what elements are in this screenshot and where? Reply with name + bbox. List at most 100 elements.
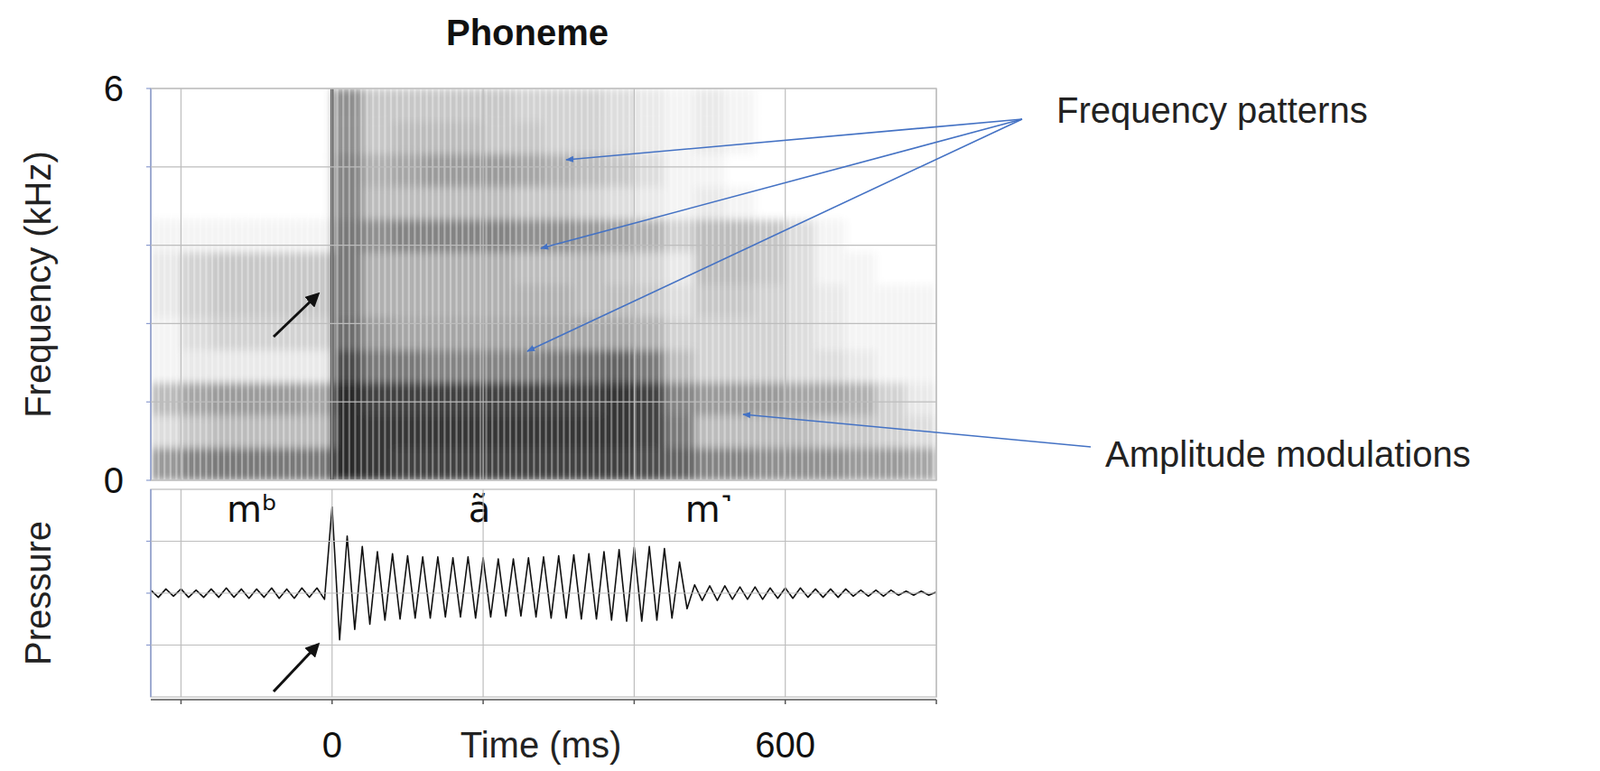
spectrogram-cell bbox=[725, 120, 756, 155]
striation bbox=[557, 88, 559, 481]
y-tick bbox=[146, 244, 151, 246]
striation bbox=[842, 88, 845, 481]
x-tick-label: 0 bbox=[322, 725, 343, 765]
spectrogram-cell bbox=[633, 219, 665, 253]
striation bbox=[294, 88, 297, 481]
striation bbox=[640, 88, 642, 481]
grid-line-y bbox=[150, 592, 937, 594]
spectrogram-cell bbox=[664, 382, 696, 417]
grid-line-x bbox=[482, 88, 484, 481]
striation bbox=[747, 88, 750, 481]
striation bbox=[181, 88, 184, 481]
striation bbox=[419, 88, 422, 481]
spectrogram-cell bbox=[301, 316, 333, 351]
striation bbox=[616, 88, 619, 481]
x-tick bbox=[482, 699, 484, 705]
striation bbox=[187, 88, 190, 481]
burst-arrow bbox=[273, 644, 318, 692]
striation bbox=[628, 88, 631, 481]
spectrogram-cell bbox=[271, 219, 303, 253]
spectrogram-cell bbox=[664, 88, 696, 122]
spectrogram-cell bbox=[301, 186, 333, 221]
striation bbox=[312, 88, 315, 481]
spectrogram-cell bbox=[241, 153, 272, 187]
striation bbox=[306, 88, 309, 481]
striation bbox=[502, 88, 505, 481]
spectrogram-cell bbox=[725, 382, 756, 417]
spectrogram-cell bbox=[725, 219, 756, 253]
striation bbox=[175, 88, 177, 481]
grid-line-x bbox=[180, 88, 182, 481]
striation bbox=[234, 88, 237, 481]
phoneme-label: m˺ bbox=[685, 488, 733, 531]
spectrogram-cell bbox=[241, 284, 272, 318]
striation bbox=[795, 88, 798, 481]
striation bbox=[771, 88, 773, 481]
striation bbox=[449, 88, 452, 481]
y-tick bbox=[146, 166, 151, 168]
spectrogram-cell bbox=[301, 382, 333, 417]
striation bbox=[598, 88, 601, 481]
spectrogram-cell bbox=[694, 382, 726, 417]
striation bbox=[723, 88, 726, 481]
striation bbox=[520, 88, 523, 481]
striation bbox=[807, 88, 810, 481]
striation bbox=[378, 88, 381, 481]
spectrogram-cell bbox=[664, 415, 696, 449]
striation bbox=[633, 88, 636, 481]
y-tick bbox=[146, 479, 151, 481]
striation bbox=[896, 88, 899, 481]
striation bbox=[688, 88, 690, 481]
axes: 0600PressureTime (ms) bbox=[18, 489, 937, 765]
striation bbox=[443, 88, 446, 481]
spectrogram-cell bbox=[271, 153, 303, 187]
spectrogram-cell bbox=[301, 284, 333, 318]
spectrogram-cell bbox=[241, 186, 272, 221]
striation bbox=[169, 88, 172, 481]
striation bbox=[926, 88, 929, 481]
striation bbox=[204, 88, 207, 481]
striation bbox=[158, 88, 160, 481]
spectrogram-cell bbox=[301, 88, 333, 122]
y-tick-label: 0 bbox=[103, 460, 124, 501]
y-tick bbox=[146, 592, 151, 594]
striation bbox=[360, 88, 363, 481]
x-tick bbox=[633, 699, 636, 705]
spectrogram-cell bbox=[633, 186, 665, 221]
striation bbox=[562, 88, 565, 481]
grid-line-x bbox=[331, 88, 333, 481]
striation bbox=[658, 88, 661, 481]
striation bbox=[151, 88, 154, 481]
spectrogram-cell bbox=[271, 88, 303, 122]
striation bbox=[539, 88, 541, 481]
annotation-arrow bbox=[527, 119, 1023, 352]
striation bbox=[259, 88, 261, 481]
annotation: Frequency patterns bbox=[1056, 90, 1368, 131]
striation bbox=[676, 88, 679, 481]
spectrogram-cell bbox=[633, 153, 665, 187]
grid-line-x bbox=[784, 88, 786, 481]
striation bbox=[270, 88, 273, 481]
striation bbox=[247, 88, 250, 481]
spectrogram-cell bbox=[664, 316, 696, 351]
spectrogram-cell bbox=[211, 88, 242, 122]
striation bbox=[497, 88, 500, 481]
striation bbox=[610, 88, 613, 481]
x-tick bbox=[935, 699, 938, 705]
striation bbox=[426, 88, 428, 481]
striation bbox=[217, 88, 220, 481]
spectrogram-cell bbox=[694, 415, 726, 449]
grid-line-y bbox=[150, 166, 937, 168]
spectrogram-cell bbox=[725, 88, 756, 122]
striation bbox=[211, 88, 214, 481]
striation bbox=[848, 88, 851, 481]
striation bbox=[663, 88, 666, 481]
striation bbox=[484, 88, 487, 481]
striation bbox=[252, 88, 255, 481]
striation bbox=[193, 88, 196, 481]
striation bbox=[568, 88, 571, 481]
spectrogram-cell bbox=[301, 447, 333, 481]
striation bbox=[300, 88, 303, 481]
striation bbox=[777, 88, 780, 481]
striation bbox=[717, 88, 720, 481]
